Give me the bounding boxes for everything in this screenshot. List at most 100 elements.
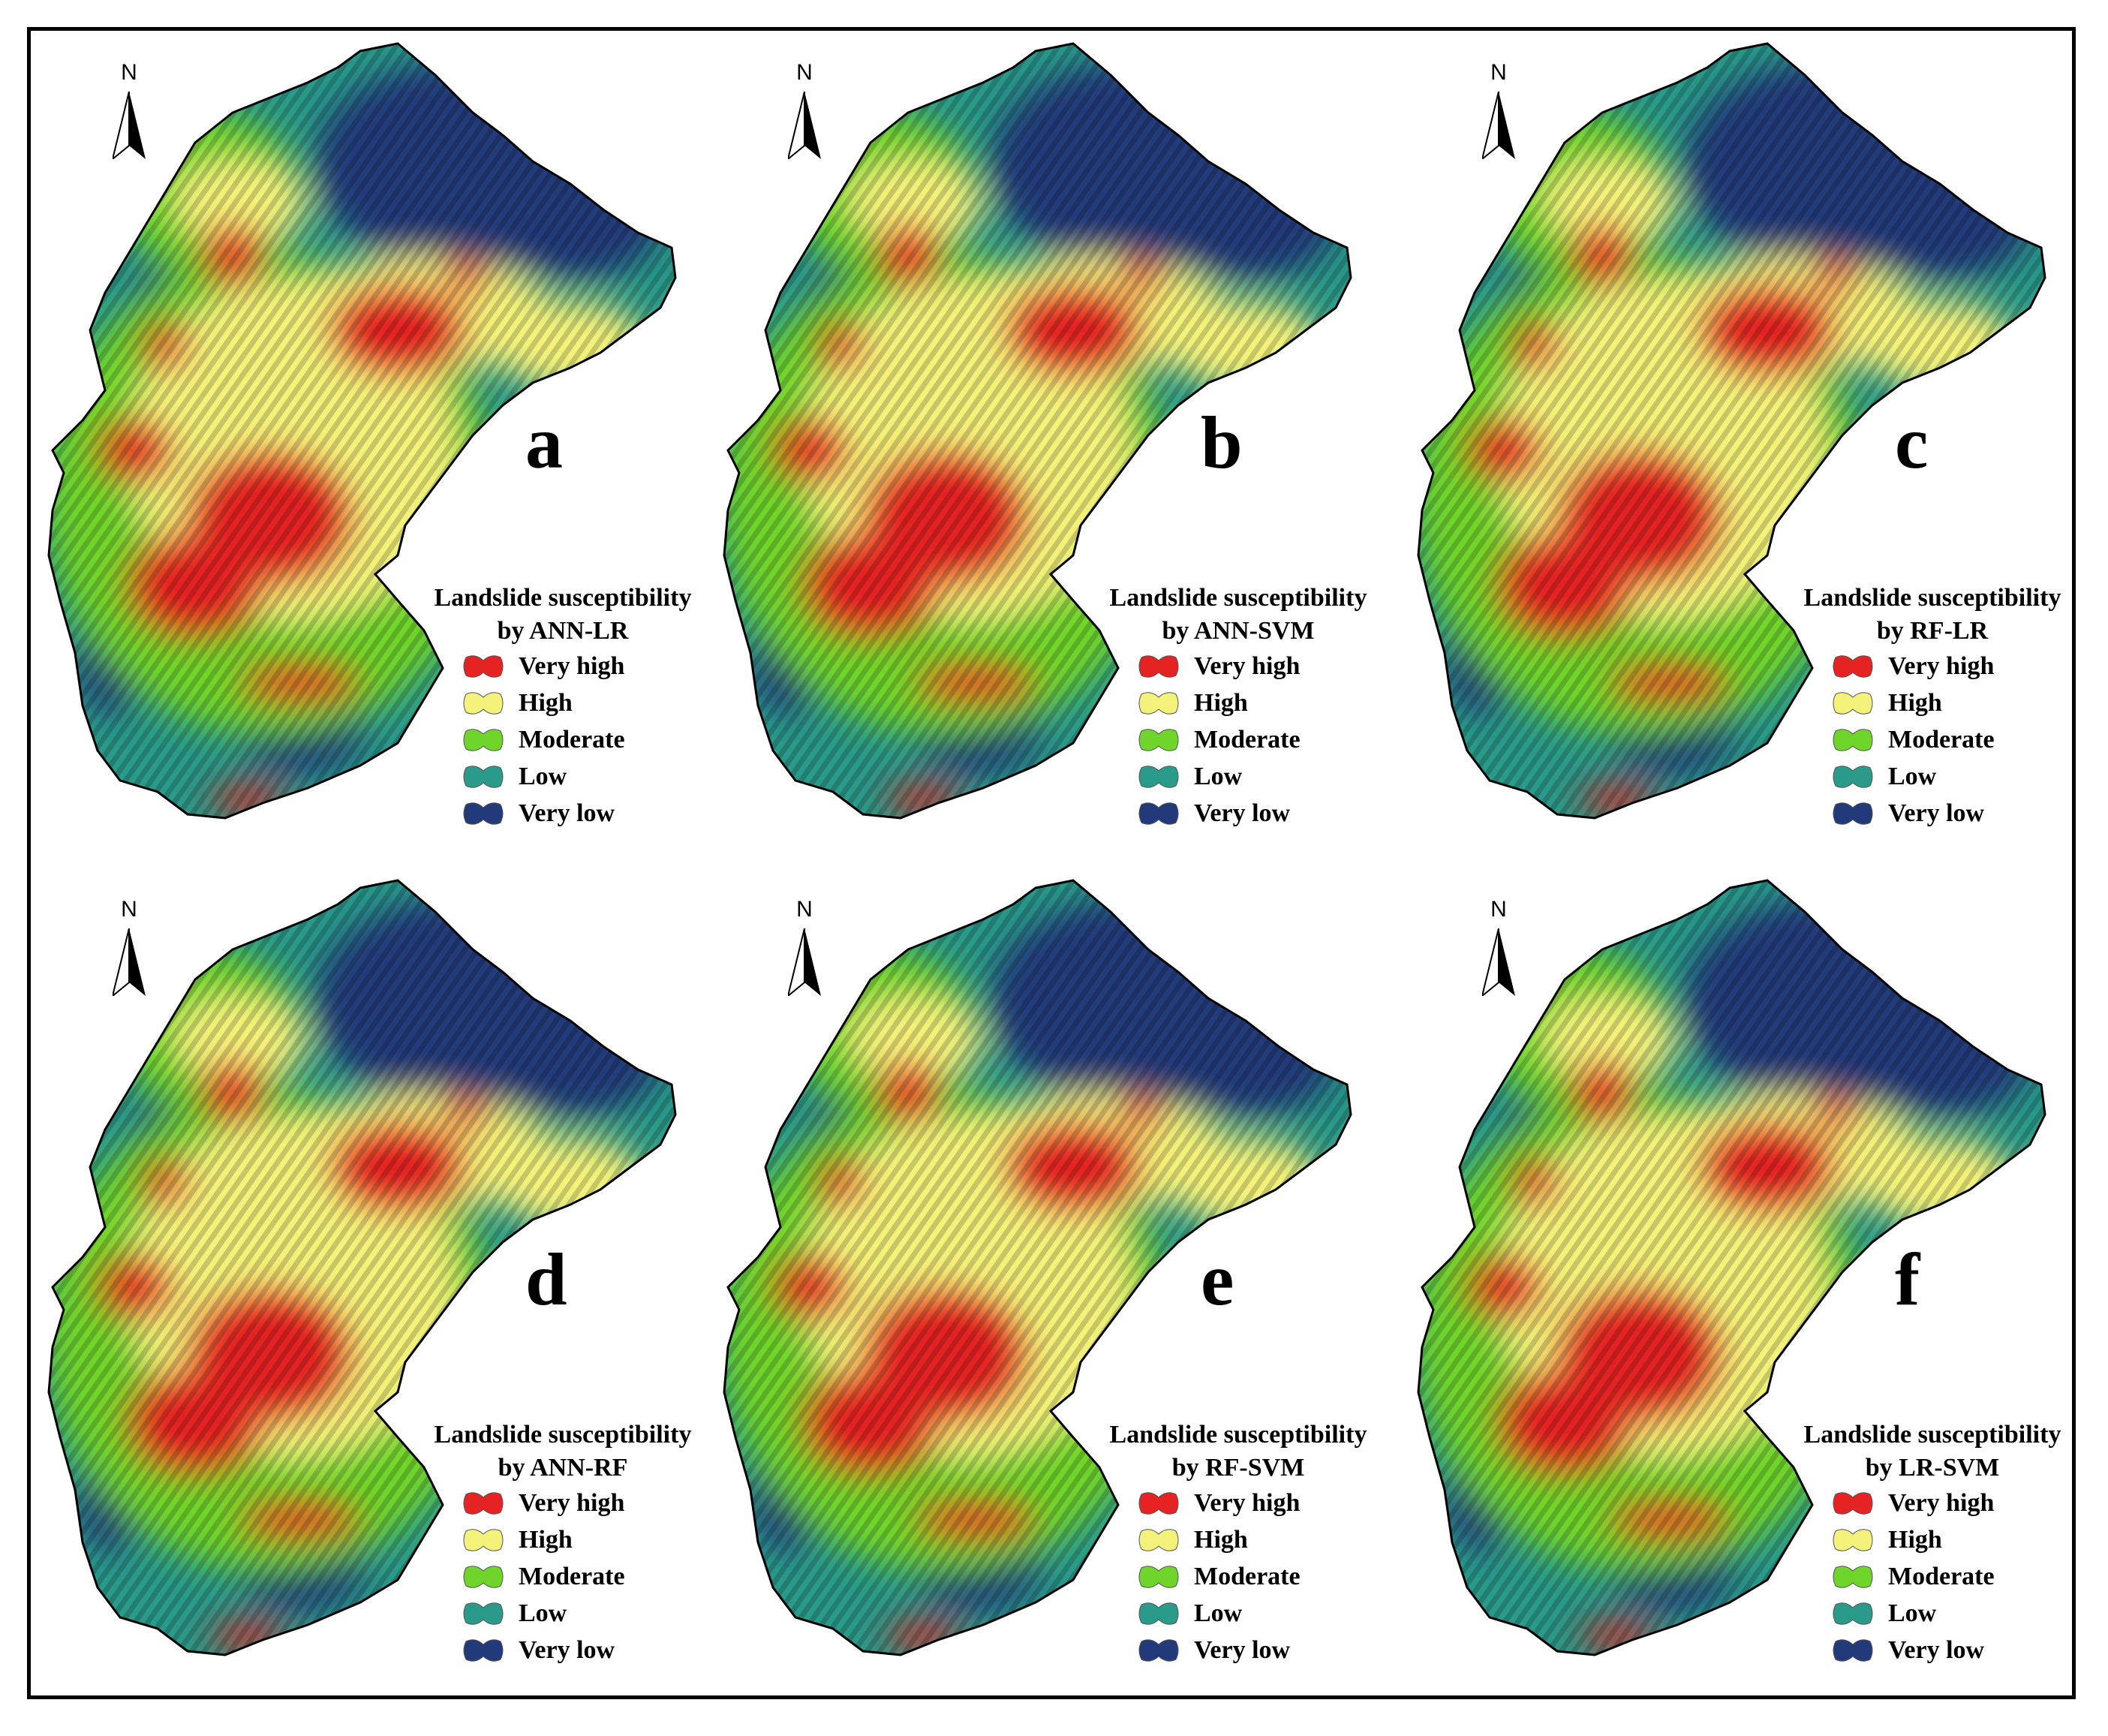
panel-label: d	[525, 1238, 567, 1321]
legend-swatch	[463, 1565, 504, 1588]
legend-swatch	[1138, 802, 1179, 825]
legend-item-label: Very low	[1194, 1635, 1291, 1664]
legend-item-label: Moderate	[519, 1562, 625, 1590]
legend-item-very-high: Very high	[1831, 1485, 2097, 1521]
legend-item-label: Low	[1194, 762, 1243, 790]
legend-item-label: High	[1194, 1525, 1248, 1554]
legend-item-low: Low	[462, 758, 728, 795]
legend-item-label: Moderate	[519, 725, 625, 754]
legend-swatch	[463, 765, 504, 788]
legend-item-label: Very low	[519, 1635, 615, 1664]
legend-item-label: Low	[519, 1599, 567, 1627]
legend-swatch	[1138, 1491, 1179, 1515]
north-arrow-icon	[1482, 928, 1515, 996]
legend-item-very-low: Very low	[462, 1632, 728, 1668]
legend-item-high: High	[1831, 684, 2097, 721]
north-arrow: N	[782, 897, 827, 1002]
north-label: N	[1490, 897, 1507, 922]
panel-label: f	[1895, 1238, 1920, 1321]
legend-item-label: High	[519, 1525, 573, 1554]
legend-item-moderate: Moderate	[1137, 721, 1403, 758]
north-label: N	[796, 60, 813, 85]
legend-swatch	[1833, 1602, 1873, 1625]
north-arrow-icon	[1482, 92, 1515, 159]
legend-title: Landslide susceptibility	[1803, 1421, 2061, 1449]
legend-swatch	[1833, 802, 1873, 825]
legend-item-label: High	[519, 688, 573, 717]
legend-subtitle: by RF-SVM	[1171, 1454, 1305, 1482]
legend-item-label: Moderate	[1194, 725, 1301, 754]
legend-item-low: Low	[1831, 758, 2097, 795]
legend-swatch	[1138, 654, 1179, 678]
legend-item-low: Low	[462, 1595, 728, 1632]
legend-swatch	[1833, 654, 1873, 678]
legend-item-high: High	[1137, 684, 1403, 721]
legend-item-label: Moderate	[1888, 725, 1995, 754]
map-panel-b: N b Landslide susceptibility by ANN-SVM …	[720, 30, 1396, 841]
legend-item-moderate: Moderate	[462, 721, 728, 758]
legend-item-label: High	[1888, 1525, 1942, 1554]
legend-subtitle: by RF-LR	[1876, 617, 1989, 645]
north-arrow-icon	[113, 92, 146, 159]
legend-item-label: Very low	[1194, 799, 1291, 827]
legend-swatch	[463, 691, 504, 715]
legend-item-label: Moderate	[1888, 1562, 1995, 1590]
map-panel-f: N f Landslide susceptibility by LR-SVM V…	[1415, 867, 2090, 1677]
legend-item-very-low: Very low	[1831, 1632, 2097, 1668]
legend-item-low: Low	[1137, 758, 1403, 795]
legend-item-high: High	[462, 684, 728, 721]
legend-swatch	[463, 1491, 504, 1515]
legend-swatch	[1138, 1602, 1179, 1625]
north-arrow: N	[1476, 60, 1521, 165]
legend-item-label: Moderate	[1194, 1562, 1301, 1590]
north-arrow: N	[107, 897, 152, 1002]
legend: Landslide susceptibility by RF-SVM Very …	[1073, 1419, 1403, 1668]
legend-swatch	[463, 728, 504, 751]
map-panel-e: N e Landslide susceptibility by RF-SVM V…	[720, 867, 1396, 1677]
legend-item-label: Low	[1888, 1599, 1937, 1627]
legend: Landslide susceptibility by ANN-LR Very …	[398, 582, 728, 832]
legend-item-very-low: Very low	[1831, 795, 2097, 832]
legend-item-label: Very low	[1888, 799, 1985, 827]
legend-item-high: High	[462, 1521, 728, 1558]
study-area-boundary	[723, 879, 1352, 1656]
legend-item-high: High	[1831, 1521, 2097, 1558]
legend-item-label: Low	[519, 762, 567, 790]
legend-item-low: Low	[1137, 1595, 1403, 1632]
legend-item-label: Very high	[519, 651, 625, 680]
legend-item-very-low: Very low	[1137, 795, 1403, 832]
legend-item-label: Very high	[1194, 651, 1301, 680]
legend-swatch	[1138, 691, 1179, 715]
legend-item-very-high: Very high	[1137, 1485, 1403, 1521]
north-label: N	[121, 60, 137, 85]
panel-label: b	[1201, 401, 1243, 484]
legend-title: Landslide susceptibility	[434, 584, 692, 612]
legend-swatch	[1833, 1638, 1873, 1662]
legend-item-very-low: Very low	[1137, 1632, 1403, 1668]
legend-swatch	[463, 802, 504, 825]
map-panel-a: N a Landslide susceptibility by ANN-LR V…	[45, 30, 720, 841]
legend-swatch	[1833, 691, 1873, 715]
north-label: N	[796, 897, 813, 922]
susceptibility-map	[47, 42, 677, 820]
legend-subtitle: by ANN-SVM	[1162, 617, 1315, 645]
legend-swatch	[1833, 728, 1873, 751]
legend-title: Landslide susceptibility	[1109, 1421, 1367, 1449]
panel-label: c	[1895, 401, 1929, 484]
legend: Landslide susceptibility by ANN-RF Very …	[398, 1419, 728, 1668]
north-arrow-icon	[788, 92, 821, 159]
legend-swatch	[1833, 1528, 1873, 1551]
legend: Landslide susceptibility by RF-LR Very h…	[1767, 582, 2097, 832]
legend-item-moderate: Moderate	[462, 1558, 728, 1595]
panel-label: e	[1201, 1238, 1234, 1321]
legend-item-very-high: Very high	[462, 1485, 728, 1521]
legend-item-label: Very high	[1194, 1488, 1301, 1517]
legend-item-label: Very low	[1888, 1635, 1985, 1664]
susceptibility-map	[47, 879, 677, 1656]
legend: Landslide susceptibility by ANN-SVM Very…	[1073, 582, 1403, 832]
legend-item-label: Very high	[1888, 651, 1995, 680]
legend-item-label: Low	[1194, 1599, 1243, 1627]
legend-swatch	[463, 654, 504, 678]
legend-swatch	[1138, 1528, 1179, 1551]
legend-swatch	[1138, 728, 1179, 751]
